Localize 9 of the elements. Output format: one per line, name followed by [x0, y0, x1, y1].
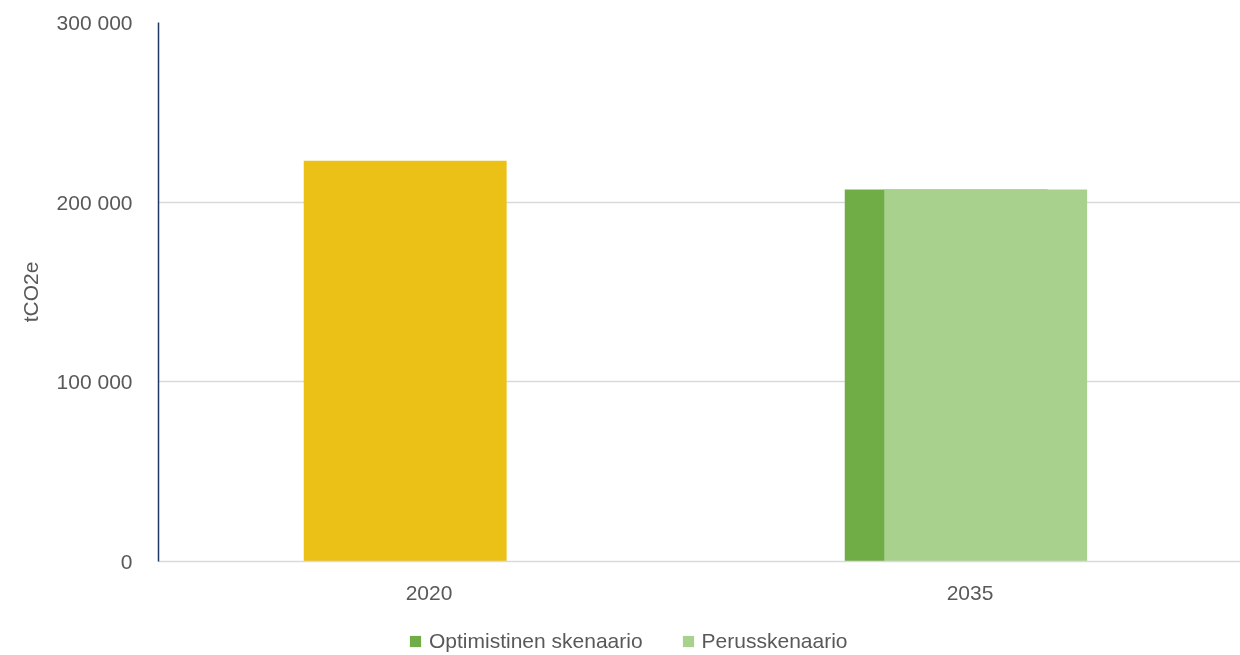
x-tick-label: 2020 — [405, 580, 453, 604]
legend-label: Perusskenaario — [701, 629, 848, 653]
y-tick-label: 100 000 — [56, 370, 133, 394]
y-tick-label: 0 — [120, 550, 133, 573]
y-tick-label: 200 000 — [56, 190, 133, 214]
legend-label: Optimistinen skenaario — [429, 629, 643, 653]
y-tick-label: 300 000 — [56, 11, 133, 34]
y-axis-title: tCO2e — [18, 261, 42, 323]
x-tick-label: 2035 — [946, 580, 994, 604]
